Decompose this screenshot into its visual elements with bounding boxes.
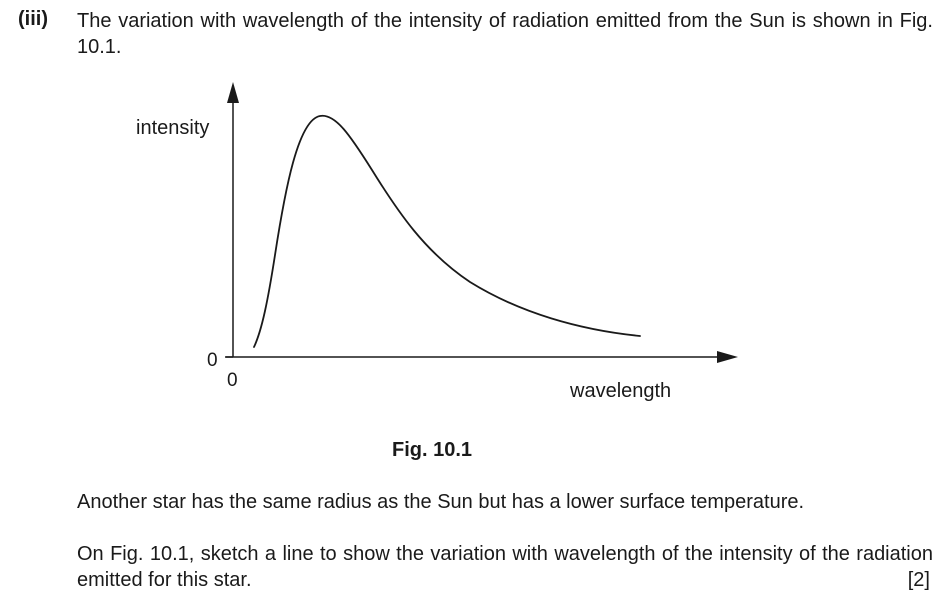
y-axis-label: intensity [136, 117, 209, 139]
y-axis-arrowhead [227, 82, 239, 103]
question-stem: The variation with wavelength of the int… [77, 10, 933, 58]
x-axis-arrowhead [717, 351, 738, 363]
marks-allocation: [2] [907, 569, 930, 591]
y-origin-label: 0 [207, 350, 218, 371]
x-axis-label: wavelength [569, 380, 671, 402]
sun-intensity-curve [253, 114, 641, 348]
other-star-statement: Another star has the same radius as the … [77, 491, 805, 513]
figure-caption: Fig. 10.1 [392, 439, 472, 461]
x-origin-label: 0 [227, 370, 238, 391]
question-label: (iii) [18, 8, 48, 30]
task-instruction: On Fig. 10.1, sketch a line to show the … [77, 543, 933, 591]
